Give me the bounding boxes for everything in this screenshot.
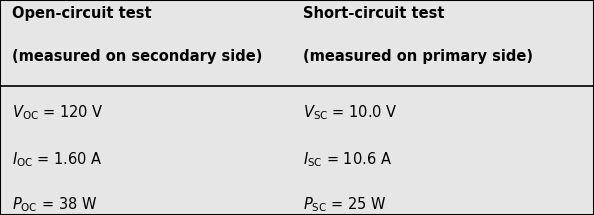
Text: $\mathit{V}_{\mathrm{OC}}$ = 120 V: $\mathit{V}_{\mathrm{OC}}$ = 120 V [12, 103, 103, 122]
Text: $\mathit{P}_{\mathrm{SC}}$ = 25 W: $\mathit{P}_{\mathrm{SC}}$ = 25 W [303, 196, 387, 214]
Text: (measured on secondary side): (measured on secondary side) [12, 49, 263, 64]
Text: $\mathit{P}_{\mathrm{OC}}$ = 38 W: $\mathit{P}_{\mathrm{OC}}$ = 38 W [12, 196, 97, 214]
Text: $\mathit{I}_{\mathrm{SC}}$ = 10.6 A: $\mathit{I}_{\mathrm{SC}}$ = 10.6 A [303, 150, 392, 169]
Text: $\mathit{V}_{\mathrm{SC}}$ = 10.0 V: $\mathit{V}_{\mathrm{SC}}$ = 10.0 V [303, 103, 398, 122]
Text: (measured on primary side): (measured on primary side) [303, 49, 533, 64]
Text: Short-circuit test: Short-circuit test [303, 6, 444, 22]
Text: Open-circuit test: Open-circuit test [12, 6, 151, 22]
Text: $\mathit{I}_{\mathrm{OC}}$ = 1.60 A: $\mathit{I}_{\mathrm{OC}}$ = 1.60 A [12, 150, 103, 169]
